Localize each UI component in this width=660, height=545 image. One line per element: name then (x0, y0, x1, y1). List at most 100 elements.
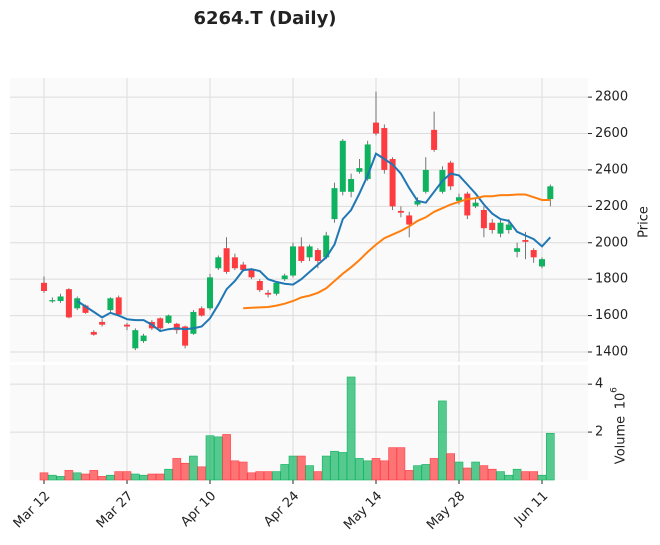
volume-bar (296, 455, 306, 481)
candle-body (381, 128, 388, 170)
volume-bar (396, 447, 406, 481)
volume-bar (139, 474, 148, 481)
volume-bar (197, 466, 206, 481)
candle-body (82, 305, 89, 313)
candle-body (248, 269, 255, 278)
volume-bar (106, 474, 115, 481)
candle-body (356, 168, 363, 172)
x-tick-label: Apr 24 (261, 489, 302, 530)
volume-bar (280, 464, 290, 481)
candle-body (65, 289, 72, 318)
volume-bar (180, 462, 190, 481)
volume-bar (446, 453, 456, 481)
volume-bar (487, 468, 497, 481)
y-tick-label: 4 (595, 377, 603, 392)
candle-body (182, 326, 189, 346)
candle-body (190, 311, 197, 334)
volume-bar (504, 474, 514, 481)
volume-bar (462, 467, 472, 481)
candle-body (90, 331, 97, 335)
candle-body (124, 324, 130, 327)
volume-bar (313, 471, 323, 481)
candle-body (547, 186, 554, 200)
candle-body (140, 335, 147, 342)
volume-bar (537, 474, 547, 481)
x-tick-label: May 14 (341, 489, 385, 533)
y-tick-label: 2600 (595, 126, 628, 141)
volume-bar (205, 435, 215, 481)
volume-bar (346, 376, 356, 481)
candle-body (165, 315, 172, 323)
candle-body (99, 321, 106, 325)
volume-bar (114, 471, 123, 481)
x-tick-label: May 28 (424, 489, 468, 533)
volume-bar (438, 400, 447, 481)
candle-body (132, 330, 139, 349)
candle-body (57, 296, 64, 302)
candle-body (331, 188, 338, 220)
candle-body (74, 298, 81, 309)
volume-bar (421, 464, 431, 481)
candle-body (406, 215, 413, 225)
candle-body (397, 210, 404, 213)
candle-body (456, 197, 462, 201)
volume-bar (56, 476, 65, 481)
candle-body (364, 144, 371, 180)
volume-bar (379, 460, 389, 481)
volume-axis-label: Volume (614, 416, 629, 464)
volume-bar (222, 434, 231, 481)
volume-bar (97, 476, 107, 481)
candle-body (173, 323, 180, 331)
volume-bar (371, 458, 381, 481)
candle-body (314, 250, 321, 261)
volume-bar (512, 468, 522, 481)
candle-body (198, 308, 205, 316)
candle-body (389, 159, 396, 207)
x-tick-label: Mar 27 (94, 489, 137, 532)
volume-bar (496, 471, 505, 481)
candle-body (281, 275, 288, 280)
volume-bar (272, 471, 281, 481)
volume-bar (172, 458, 182, 481)
volume-bar (521, 471, 530, 481)
candle-body (497, 222, 504, 234)
volume-offset: 10 (614, 393, 629, 410)
volume-bar (355, 458, 364, 481)
x-tick-label: Mar 12 (11, 489, 54, 532)
candle-body (256, 280, 263, 291)
volume-bar (39, 472, 49, 481)
volume-bar (247, 472, 256, 481)
volume-bar (363, 460, 373, 481)
candle-body (323, 235, 330, 258)
volume-bar (454, 461, 464, 481)
candle-body (157, 318, 164, 329)
volume-bar (64, 470, 74, 481)
candle-body (231, 257, 238, 269)
candle-body (49, 300, 56, 302)
candle-body (530, 250, 537, 258)
candle-body (514, 248, 521, 252)
candle-body (348, 179, 355, 192)
volume-bar (388, 447, 397, 481)
candle-body (422, 169, 429, 192)
candle-body (489, 222, 496, 231)
volume-bar (338, 452, 348, 481)
y-tick-label: 2 (595, 425, 603, 440)
volume-offset-exponent: 6 (610, 387, 620, 393)
candle-body (472, 202, 479, 207)
candle-body (223, 248, 230, 272)
volume-bar (471, 461, 480, 481)
x-tick-label: Jun 11 (511, 489, 551, 529)
candle-body (480, 209, 487, 229)
volume-bar (122, 471, 132, 481)
y-tick-label: 2400 (595, 162, 628, 177)
y-tick-label: 1600 (595, 308, 628, 323)
candle-body (265, 292, 272, 295)
volume-bar (330, 450, 339, 481)
volume-bar (545, 432, 555, 481)
volume-bar (238, 461, 248, 481)
volume-bar (189, 455, 198, 481)
chart-title: 6264.T (Daily) (193, 8, 336, 29)
